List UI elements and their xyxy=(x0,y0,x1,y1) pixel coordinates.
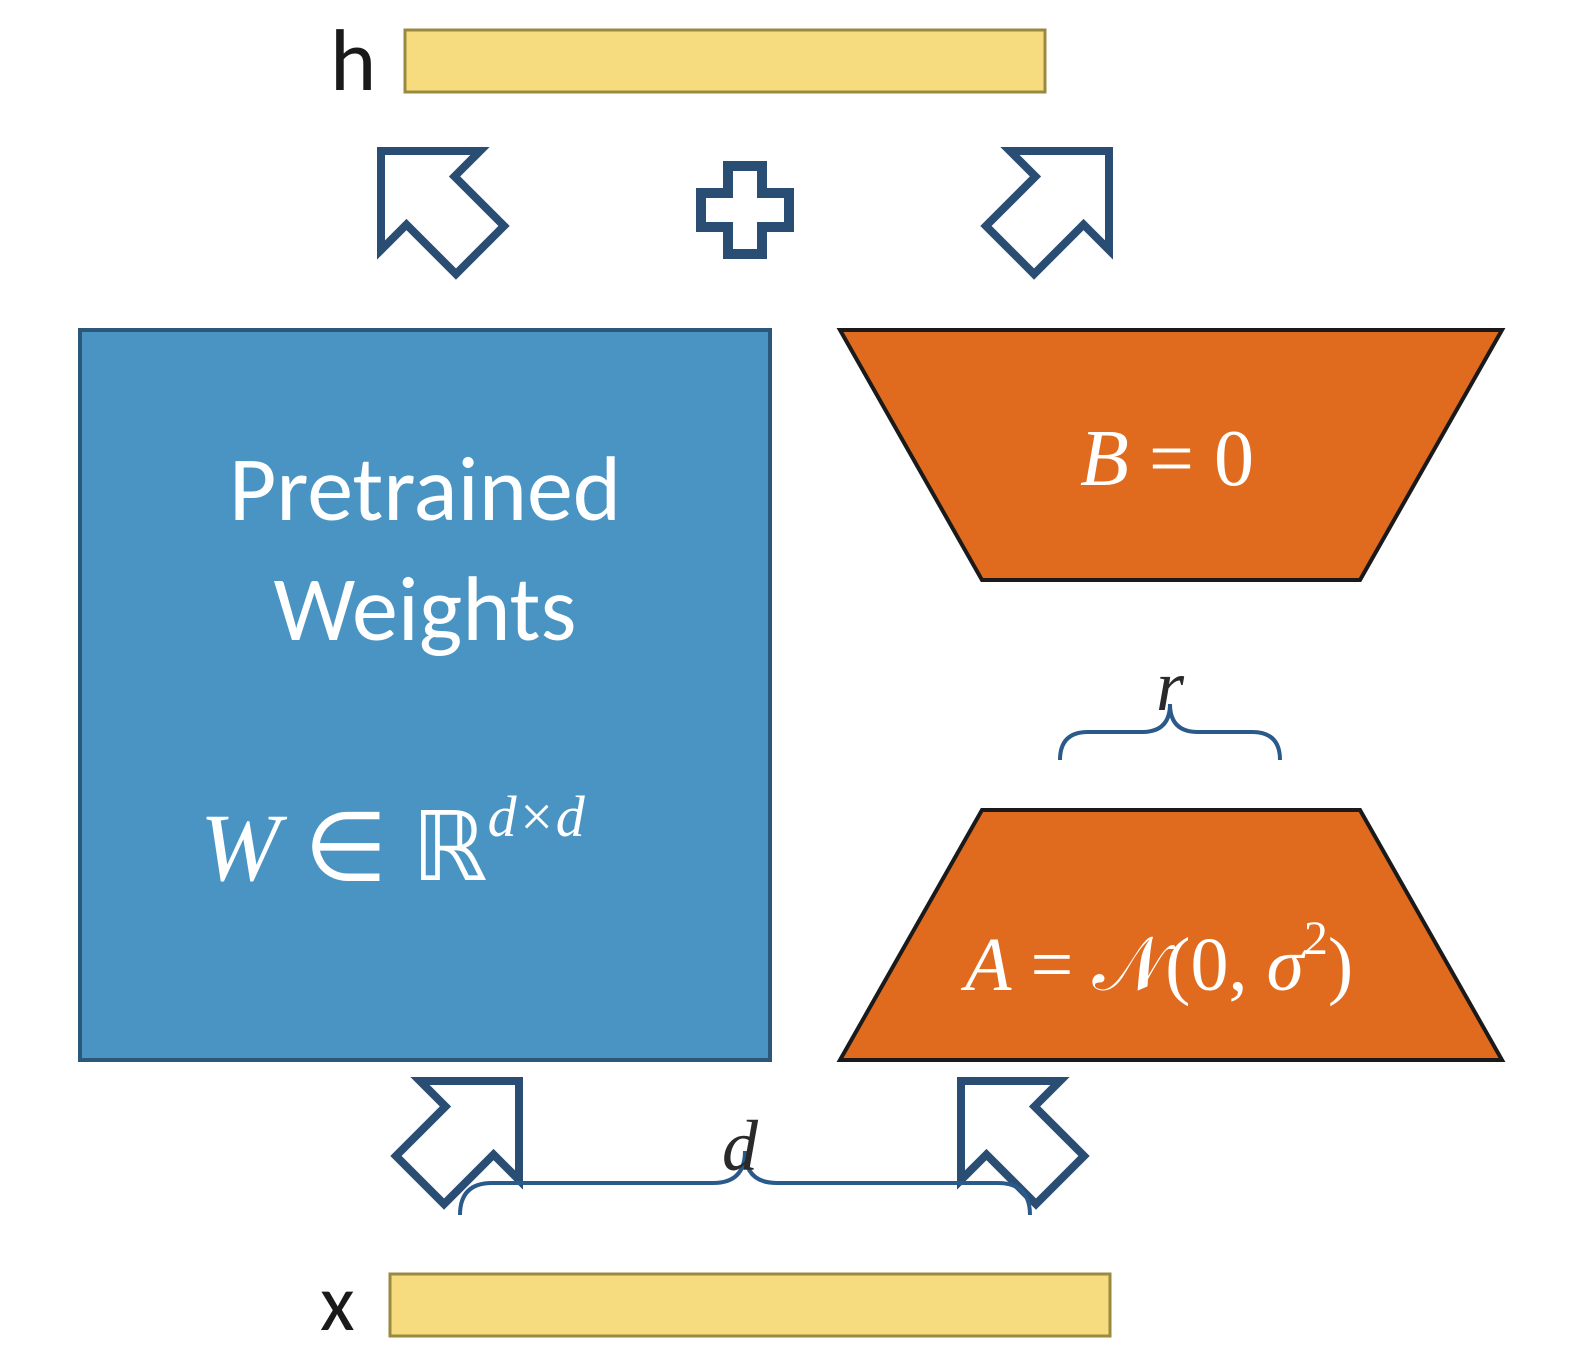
input-vector-x xyxy=(390,1274,1110,1336)
pretrained-label-line1: Pretrained xyxy=(229,432,621,545)
pretrained-label-line2: Weights xyxy=(274,552,577,665)
formula-A: A = 𝒩(0, σ2) xyxy=(960,912,1353,1007)
output-vector-h xyxy=(405,30,1045,92)
label-x: x xyxy=(320,1255,355,1352)
label-d: d xyxy=(722,1106,759,1186)
label-r: r xyxy=(1156,646,1185,726)
label-h: h xyxy=(330,6,376,114)
formula-B: B = 0 xyxy=(1080,415,1254,503)
